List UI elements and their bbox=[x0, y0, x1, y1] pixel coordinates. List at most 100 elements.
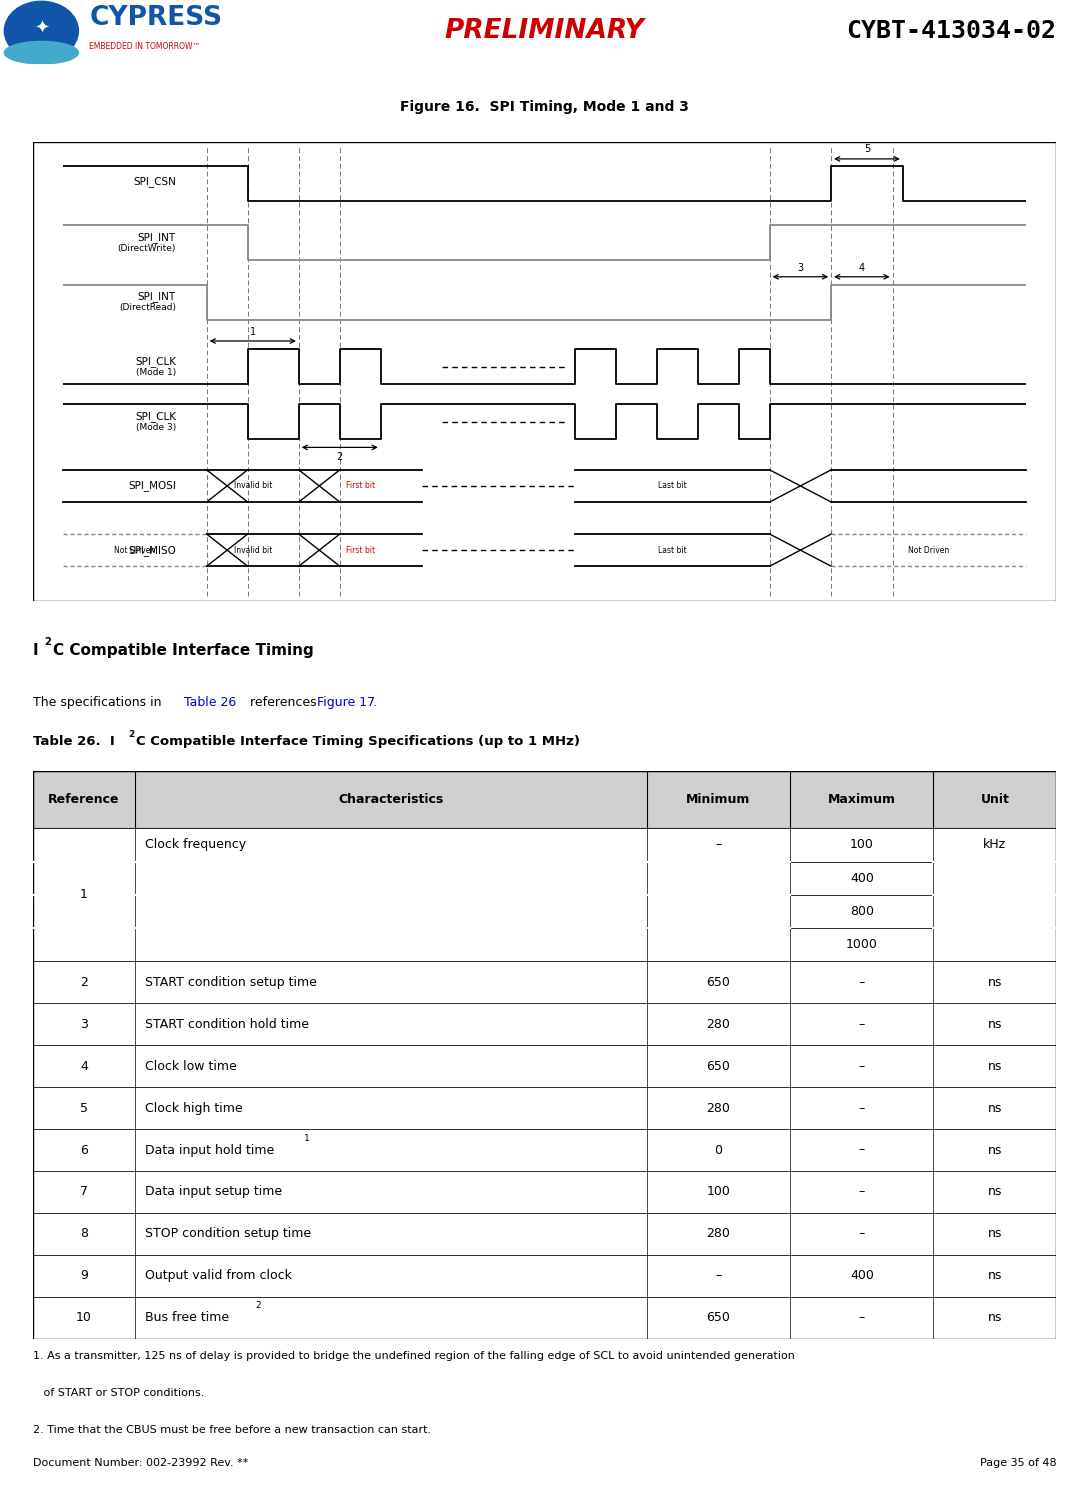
Text: The specifications in: The specifications in bbox=[33, 696, 166, 708]
Text: 1: 1 bbox=[79, 889, 88, 901]
Ellipse shape bbox=[4, 1, 78, 60]
Bar bbox=[33, 1171, 1056, 1213]
Bar bbox=[33, 828, 1056, 862]
Text: ns: ns bbox=[988, 976, 1002, 989]
Text: SPI_MISO: SPI_MISO bbox=[129, 545, 176, 556]
Text: Not Driven: Not Driven bbox=[908, 545, 949, 554]
Text: –: – bbox=[859, 1059, 865, 1073]
Text: SPI_CLK: SPI_CLK bbox=[135, 356, 176, 366]
Text: Unit: Unit bbox=[980, 793, 1010, 807]
Text: First bit: First bit bbox=[345, 545, 375, 554]
Text: Data input hold time: Data input hold time bbox=[145, 1143, 274, 1156]
Text: ns: ns bbox=[988, 1101, 1002, 1115]
Text: 9: 9 bbox=[79, 1270, 88, 1282]
Text: 2: 2 bbox=[337, 453, 343, 462]
Text: CYPRESS: CYPRESS bbox=[89, 4, 222, 31]
Text: Clock low time: Clock low time bbox=[145, 1059, 237, 1073]
Text: –: – bbox=[859, 1017, 865, 1031]
Text: 2: 2 bbox=[127, 731, 134, 740]
Text: kHz: kHz bbox=[983, 838, 1006, 852]
Text: 4: 4 bbox=[79, 1059, 88, 1073]
Bar bbox=[33, 1297, 1056, 1339]
Text: –: – bbox=[715, 838, 722, 852]
Text: Not Driven: Not Driven bbox=[114, 545, 156, 554]
Text: (Mode 1): (Mode 1) bbox=[136, 368, 176, 376]
Text: SPI_MOSI: SPI_MOSI bbox=[129, 481, 176, 492]
Text: –: – bbox=[859, 1228, 865, 1240]
Text: 2: 2 bbox=[44, 638, 51, 647]
Text: –: – bbox=[859, 1185, 865, 1198]
Text: .: . bbox=[372, 696, 377, 708]
Text: Figure 16.  SPI Timing, Mode 1 and 3: Figure 16. SPI Timing, Mode 1 and 3 bbox=[400, 100, 689, 114]
Text: 7: 7 bbox=[79, 1185, 88, 1198]
Text: ns: ns bbox=[988, 1143, 1002, 1156]
Text: (DirectRead): (DirectRead) bbox=[119, 303, 176, 312]
Text: 8: 8 bbox=[79, 1228, 88, 1240]
Text: Table 26.  I: Table 26. I bbox=[33, 735, 114, 748]
Text: of START or STOP conditions.: of START or STOP conditions. bbox=[33, 1388, 204, 1398]
Text: –: – bbox=[715, 1270, 722, 1282]
Text: CYBT-413034-02: CYBT-413034-02 bbox=[846, 19, 1056, 43]
Text: PRELIMINARY: PRELIMINARY bbox=[444, 18, 645, 43]
Text: 280: 280 bbox=[707, 1228, 731, 1240]
Text: 1. As a transmitter, 125 ns of delay is provided to bridge the undefined region : 1. As a transmitter, 125 ns of delay is … bbox=[33, 1352, 795, 1361]
Text: 5: 5 bbox=[79, 1101, 88, 1115]
Text: 1000: 1000 bbox=[846, 938, 878, 952]
Text: Table 26: Table 26 bbox=[184, 696, 236, 708]
Text: (DirectWrite): (DirectWrite) bbox=[118, 244, 176, 252]
Bar bbox=[33, 895, 1056, 928]
Text: First bit: First bit bbox=[345, 481, 375, 490]
Text: Invalid bit: Invalid bit bbox=[233, 481, 272, 490]
Text: (Mode 3): (Mode 3) bbox=[136, 423, 176, 432]
Bar bbox=[33, 1129, 1056, 1171]
Text: ns: ns bbox=[988, 1228, 1002, 1240]
Text: SPI_INT: SPI_INT bbox=[138, 291, 176, 302]
Bar bbox=[33, 928, 1056, 961]
Text: ns: ns bbox=[988, 1017, 1002, 1031]
Text: Data input setup time: Data input setup time bbox=[145, 1185, 282, 1198]
Text: Figure 17: Figure 17 bbox=[317, 696, 376, 708]
Text: –: – bbox=[859, 976, 865, 989]
Text: Characteristics: Characteristics bbox=[339, 793, 443, 807]
Text: 400: 400 bbox=[849, 1270, 873, 1282]
Text: 2: 2 bbox=[256, 1301, 261, 1310]
Text: Clock frequency: Clock frequency bbox=[145, 838, 246, 852]
Ellipse shape bbox=[4, 42, 78, 64]
Text: 2. Time that the CBUS must be free before a new transaction can start.: 2. Time that the CBUS must be free befor… bbox=[33, 1425, 431, 1434]
Text: –: – bbox=[859, 1101, 865, 1115]
Text: 3: 3 bbox=[79, 1017, 88, 1031]
Text: START condition setup time: START condition setup time bbox=[145, 976, 317, 989]
Text: 4: 4 bbox=[859, 263, 865, 272]
Text: SPI_INT: SPI_INT bbox=[138, 232, 176, 244]
Text: ns: ns bbox=[988, 1185, 1002, 1198]
Text: 0: 0 bbox=[714, 1143, 722, 1156]
Text: SPI_CSN: SPI_CSN bbox=[133, 176, 176, 187]
Bar bbox=[33, 1088, 1056, 1129]
Text: 1: 1 bbox=[249, 327, 256, 336]
Text: Page 35 of 48: Page 35 of 48 bbox=[980, 1458, 1056, 1469]
Bar bbox=[33, 1255, 1056, 1297]
Text: Reference: Reference bbox=[48, 793, 120, 807]
Text: –: – bbox=[859, 1312, 865, 1324]
Text: ns: ns bbox=[988, 1312, 1002, 1324]
Bar bbox=[33, 1213, 1056, 1255]
Text: Last bit: Last bit bbox=[658, 545, 687, 554]
Text: 5: 5 bbox=[864, 145, 870, 154]
Bar bbox=[33, 1046, 1056, 1088]
Text: 10: 10 bbox=[76, 1312, 91, 1324]
Text: EMBEDDED IN TOMORROW™: EMBEDDED IN TOMORROW™ bbox=[89, 42, 200, 51]
Text: 650: 650 bbox=[707, 1059, 731, 1073]
Text: C Compatible Interface Timing: C Compatible Interface Timing bbox=[53, 644, 314, 659]
Text: 6: 6 bbox=[79, 1143, 88, 1156]
Text: ✦: ✦ bbox=[34, 19, 49, 37]
Text: 650: 650 bbox=[707, 976, 731, 989]
Text: Maximum: Maximum bbox=[828, 793, 896, 807]
Text: Invalid bit: Invalid bit bbox=[233, 545, 272, 554]
Text: 1: 1 bbox=[304, 1134, 309, 1143]
Text: –: – bbox=[859, 1143, 865, 1156]
Text: references: references bbox=[246, 696, 320, 708]
Text: ns: ns bbox=[988, 1270, 1002, 1282]
Bar bbox=[33, 961, 1056, 1004]
Text: 400: 400 bbox=[849, 871, 873, 884]
Text: SPI_CLK: SPI_CLK bbox=[135, 411, 176, 421]
